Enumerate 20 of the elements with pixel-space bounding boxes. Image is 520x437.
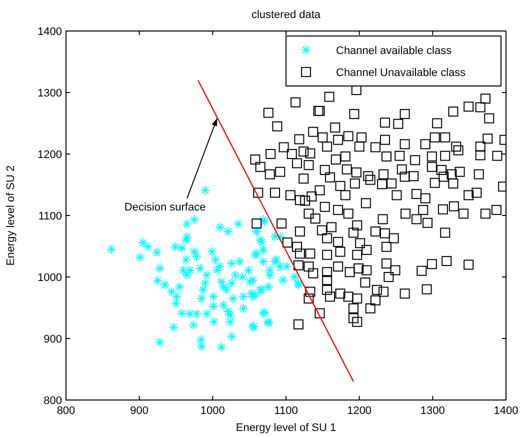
y-tick-label: 1200	[38, 149, 62, 161]
y-tick-label: 800	[44, 395, 62, 407]
x-tick-label: 1200	[347, 405, 372, 417]
x-axis-title: Energy level of SU 1	[236, 422, 336, 434]
chart-title: clustered data	[251, 9, 322, 21]
y-tick-label: 900	[44, 334, 62, 346]
x-tick-label: 1100	[274, 405, 298, 417]
x-tick-label: 900	[130, 405, 149, 417]
annotation: Decision surface	[124, 201, 206, 214]
legend-label: Channel available class	[336, 45, 452, 57]
y-tick-label: 1000	[38, 272, 62, 284]
y-tick-label: 1400	[38, 26, 62, 38]
legend-label: Channel Unavailable class	[336, 67, 466, 79]
x-tick-label: 800	[56, 405, 76, 417]
x-tick-label: 1400	[494, 405, 518, 417]
y-axis-title: Energy level of SU 2	[5, 165, 17, 266]
x-tick-label: 1000	[200, 405, 225, 417]
x-tick-label: 1300	[420, 405, 445, 417]
y-tick-label: 1300	[38, 88, 62, 100]
y-tick-label: 1100	[38, 210, 62, 222]
